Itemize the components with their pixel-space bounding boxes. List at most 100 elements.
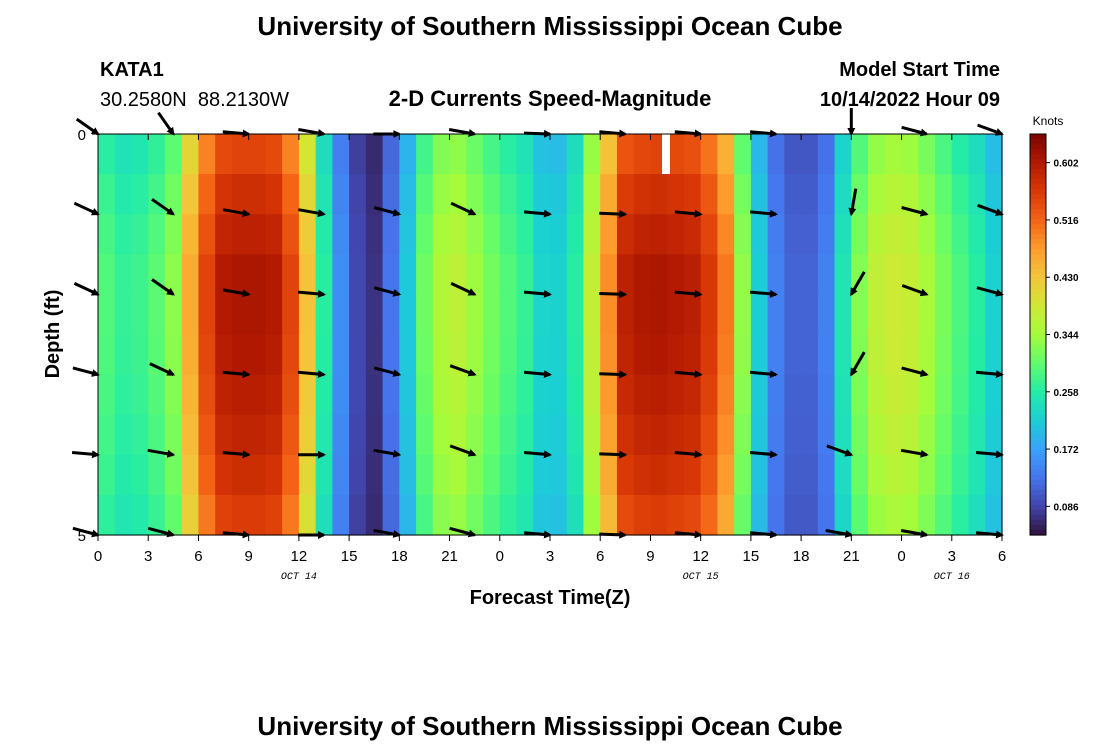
heatmap-cell: [734, 174, 752, 215]
heatmap-cell: [98, 334, 116, 376]
heatmap-cell: [616, 294, 635, 336]
heatmap-cell: [767, 214, 785, 255]
heatmap-cell: [767, 334, 785, 376]
colorbar-segment: [1030, 339, 1046, 346]
heatmap-cell: [633, 294, 652, 336]
heatmap-cell: [801, 134, 819, 175]
heatmap-cell: [700, 294, 719, 336]
colorbar-segment: [1030, 299, 1046, 306]
missing-data-marker: [662, 134, 670, 174]
heatmap-cell: [416, 294, 434, 336]
heatmap-cell: [901, 414, 919, 456]
heatmap-cell: [650, 214, 668, 255]
colorbar-label: Knots: [1033, 114, 1064, 128]
current-vector-arrow: [850, 351, 866, 377]
heatmap-cell: [734, 294, 752, 336]
heatmap-cell: [131, 134, 149, 175]
heatmap-cell: [935, 454, 953, 496]
heatmap-cell: [550, 134, 568, 175]
heatmap-cell: [884, 214, 903, 255]
heatmap-cell: [616, 454, 635, 496]
colorbar-segment: [1030, 399, 1046, 406]
heatmap-cell: [198, 214, 216, 255]
heatmap-cell: [98, 254, 116, 295]
heatmap-cell: [801, 174, 819, 215]
heatmap-cell: [884, 174, 903, 215]
heatmap-cell: [449, 414, 467, 456]
heatmap-cell: [516, 294, 534, 336]
colorbar-segment: [1030, 279, 1046, 285]
x-tick-label: 9: [646, 548, 654, 565]
colorbar-segment: [1030, 424, 1046, 431]
colorbar-segment: [1030, 244, 1046, 250]
current-vector-arrow: [147, 448, 176, 458]
heatmap-cell: [114, 494, 133, 536]
heatmap-cell: [382, 414, 400, 456]
heatmap-cell: [231, 494, 250, 536]
heatmap-cell: [399, 414, 417, 456]
heatmap-cell: [683, 174, 702, 215]
current-vector-arrow: [977, 203, 1004, 216]
colorbar: 0.602 0.516 0.430 0.344 0.258 0.172 0.086: [1029, 133, 1079, 536]
heatmap-cell: [616, 174, 635, 215]
colorbar-segment: [1030, 419, 1046, 426]
heatmap-cell: [265, 254, 283, 295]
colorbar-segment: [1030, 139, 1046, 145]
heatmap-cell: [550, 174, 568, 215]
heatmap-cell: [332, 174, 350, 215]
heatmap-cell: [516, 134, 534, 175]
heatmap-cell: [884, 334, 903, 376]
chart-subtitle: 2-D Currents Speed-Magnitude: [389, 86, 712, 111]
heatmap-cell: [298, 334, 317, 376]
current-vector-arrow: [599, 450, 628, 459]
colorbar-segment: [1030, 384, 1046, 391]
heatmap-cell: [700, 454, 719, 496]
heatmap-cell: [499, 294, 518, 336]
heatmap-cell: [734, 494, 752, 536]
current-vector-arrow: [450, 201, 477, 216]
heatmap-cell: [918, 214, 936, 255]
heatmap-cell: [449, 374, 467, 416]
heatmap-cell: [98, 414, 116, 456]
heatmap-cell: [550, 414, 568, 456]
heatmap-cell: [164, 454, 183, 496]
heatmap-cell: [550, 454, 568, 496]
heatmap-cell: [566, 494, 585, 536]
heatmap-cell: [282, 294, 300, 336]
current-vector-arrow: [373, 529, 402, 538]
heatmap-cell: [985, 134, 1003, 175]
heatmap-cell: [365, 254, 384, 295]
current-vector-arrow: [977, 123, 1004, 136]
heatmap-cell: [717, 174, 735, 215]
heatmap-cell: [215, 134, 233, 175]
colorbar-segment: [1030, 519, 1046, 526]
current-vector-arrow: [523, 370, 552, 379]
heatmap-cell: [449, 334, 467, 376]
heatmap-cell: [600, 374, 618, 416]
heatmap-cell: [985, 414, 1003, 456]
current-vector-arrow: [674, 209, 703, 218]
x-tick-label: 6: [998, 548, 1006, 565]
heatmap-cell: [750, 134, 769, 175]
heatmap-cell: [131, 454, 149, 496]
heatmap-cell: [700, 334, 719, 376]
colorbar-segment: [1030, 359, 1046, 366]
heatmap-cell: [399, 294, 417, 336]
heatmap-cell: [683, 454, 702, 496]
heatmap-cell: [181, 414, 200, 456]
current-vector-arrow: [75, 117, 100, 136]
heatmap-cell: [868, 414, 886, 456]
colorbar-tick-label: 0.602: [1053, 159, 1078, 170]
heatmap-cell: [667, 454, 685, 496]
colorbar-segment: [1030, 434, 1046, 441]
heatmap-cell: [533, 214, 551, 255]
heatmap-cell: [583, 294, 601, 336]
heatmap-cell: [164, 414, 183, 456]
heatmap-cell: [181, 294, 200, 336]
heatmap-cell: [985, 254, 1003, 295]
current-vector-arrow: [848, 188, 858, 217]
heatmap-cell: [600, 134, 618, 175]
heatmap-cell: [817, 294, 836, 336]
heatmap-cell: [868, 334, 886, 376]
heatmap-cell: [750, 494, 769, 536]
